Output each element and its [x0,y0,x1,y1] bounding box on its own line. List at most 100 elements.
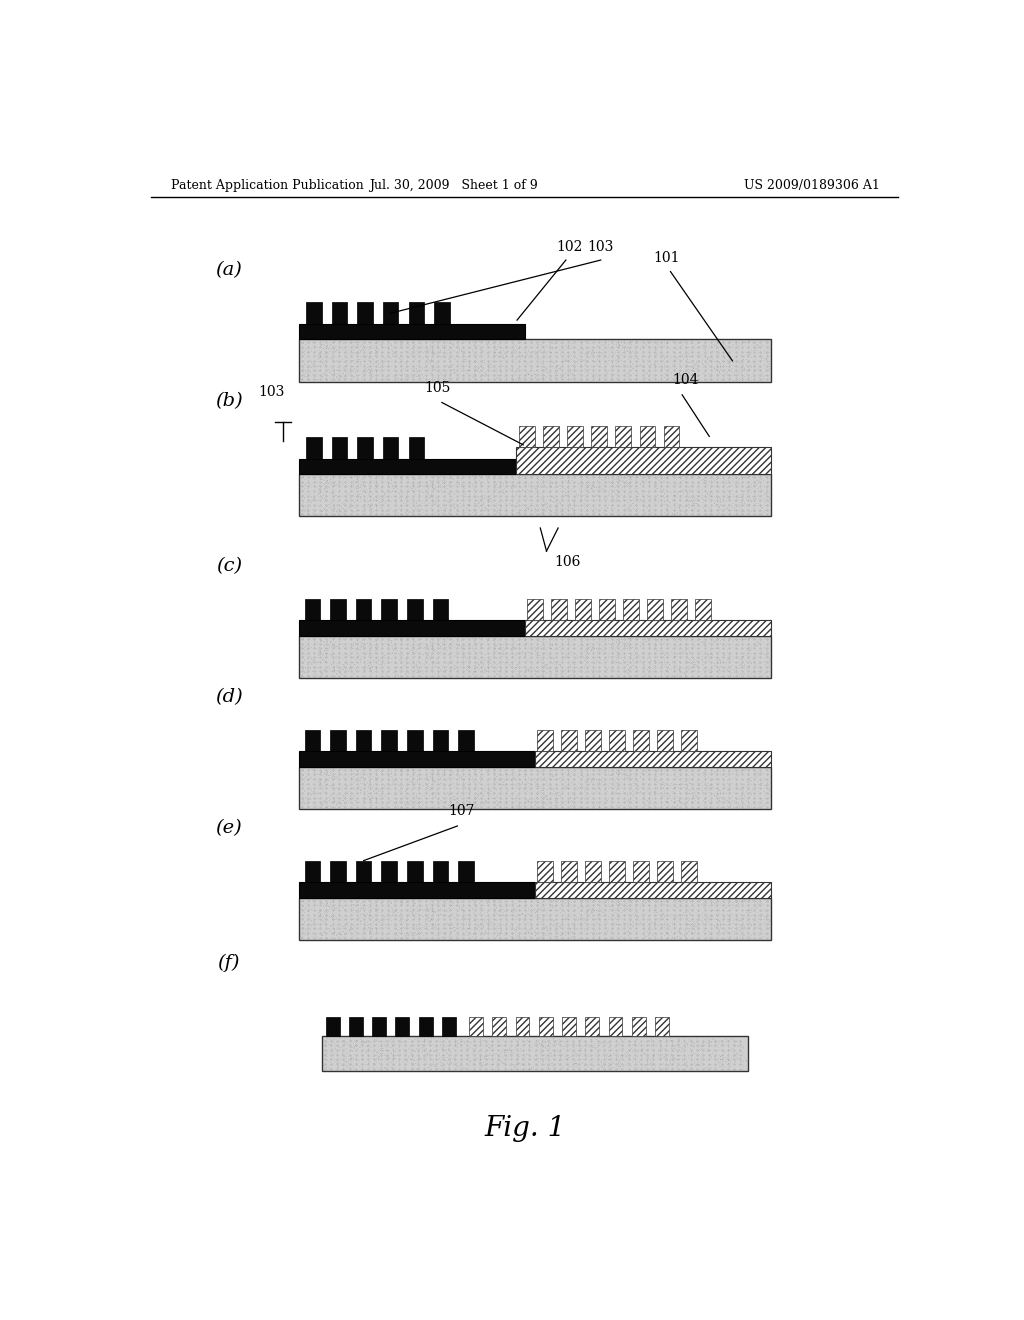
Point [423,777,439,799]
Point [461,1032,477,1053]
Point [575,1039,592,1060]
Point [547,471,563,492]
Bar [586,1016,599,1036]
Point [443,479,460,500]
Point [499,1039,515,1060]
Point [513,1040,529,1061]
Point [569,364,586,385]
Point [729,795,745,816]
Point [542,502,558,523]
Point [660,1043,677,1064]
Point [378,1040,394,1061]
Point [572,1049,589,1071]
Point [719,639,735,660]
Point [424,474,440,495]
Point [724,1039,740,1060]
Point [529,891,546,912]
Point [410,911,426,932]
Point [374,780,390,801]
Point [457,908,473,929]
Point [498,1027,514,1048]
Point [620,638,636,659]
Point [536,499,552,520]
Point [635,356,651,378]
Point [706,469,722,490]
Point [637,903,653,924]
Point [318,469,335,490]
Point [344,635,360,656]
Point [522,771,539,792]
Point [441,356,458,378]
Point [549,787,565,808]
Point [594,474,610,495]
Point [513,759,529,780]
Point [621,1049,637,1071]
Point [350,898,367,919]
Point [746,366,763,387]
Point [494,478,510,499]
Point [367,909,383,931]
Point [350,792,367,813]
Point [335,491,351,512]
Point [513,466,529,487]
Point [309,771,326,792]
Point [441,482,458,503]
Point [527,640,544,661]
Point [585,367,601,388]
Point [679,649,695,671]
Point [595,906,611,927]
Point [508,473,524,494]
Point [559,892,575,913]
Point [469,919,485,940]
Point [469,903,485,924]
Point [700,1028,717,1049]
Point [710,1040,726,1061]
Point [323,630,339,651]
Point [758,900,774,921]
Point [406,793,422,814]
Point [388,784,404,805]
Point [659,333,676,354]
Point [421,484,437,506]
Point [539,1044,555,1065]
Point [654,494,671,515]
Point [750,665,766,686]
Point [528,483,545,504]
Point [426,758,442,779]
Point [557,1045,573,1067]
Point [672,788,688,809]
Point [571,652,588,673]
Point [758,343,774,364]
Point [615,1028,632,1049]
Point [572,342,589,363]
Point [505,1053,521,1074]
Point [588,1036,604,1057]
Point [466,661,482,682]
Point [321,787,337,808]
Point [383,760,399,781]
Point [402,496,419,517]
Point [494,774,510,795]
Point [589,483,605,504]
Point [371,917,387,939]
Point [505,1028,521,1049]
Point [404,334,421,355]
Point [327,1038,343,1059]
Point [334,888,350,909]
Point [489,643,506,664]
Point [391,909,408,931]
Point [750,471,766,492]
Point [658,777,675,799]
Point [589,894,605,915]
Point [395,655,412,676]
Point [484,630,501,651]
Point [578,917,594,939]
Point [710,356,726,378]
Point [556,351,572,372]
Point [388,653,404,675]
Point [702,643,719,664]
Point [490,760,507,781]
Point [611,482,628,503]
Point [543,909,559,931]
Point [607,628,624,649]
